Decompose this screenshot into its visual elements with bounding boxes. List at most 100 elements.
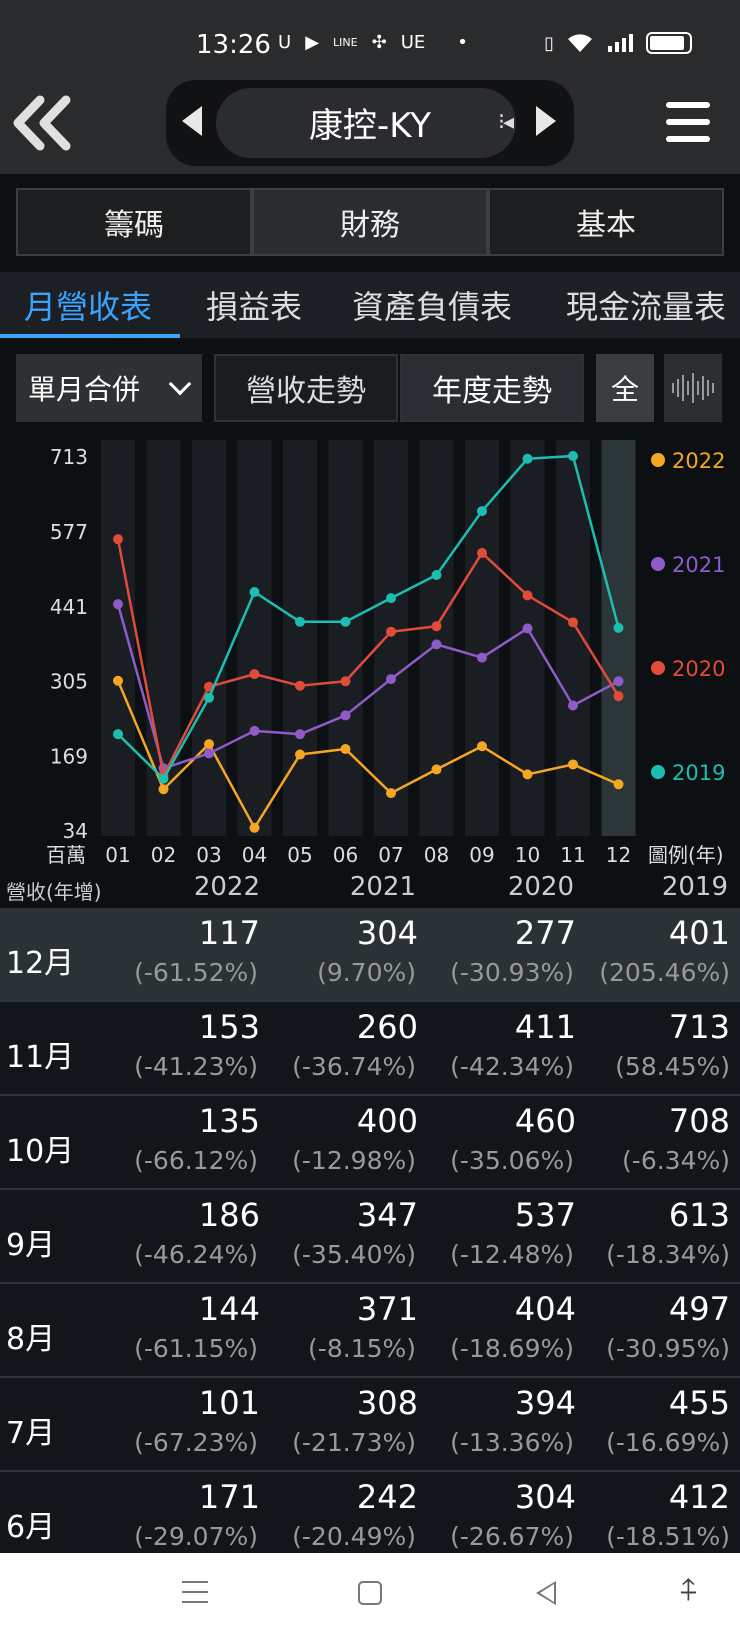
data-point-2021: [522, 623, 533, 634]
cell-yoy: (58.45%): [615, 1052, 730, 1081]
y-tick-label: 713: [50, 445, 88, 469]
data-point-2020: [249, 669, 260, 680]
annual-trend-button[interactable]: 年度走勢: [400, 354, 584, 422]
cell-value: 613: [668, 1196, 730, 1234]
fullscreen-button[interactable]: 全: [596, 354, 654, 422]
cell-yoy: (-61.52%): [134, 958, 258, 987]
y-tick-label: 577: [50, 520, 88, 544]
revenue-trend-button[interactable]: 營收走勢: [214, 354, 398, 422]
table-row[interactable]: 6月 171 (-29.07%) 242 (-20.49%) 304 (-26.…: [0, 1472, 740, 1553]
row-month: 12月: [6, 946, 75, 981]
table-row[interactable]: 9月 186 (-46.24%) 347 (-35.40%) 537 (-12.…: [0, 1190, 740, 1284]
data-point-2022: [431, 764, 442, 775]
prev-stock-icon[interactable]: [182, 106, 202, 136]
y-tick-label: 441: [50, 595, 88, 619]
next-stock-icon[interactable]: [536, 106, 556, 136]
column-band: [374, 440, 408, 836]
table-row[interactable]: 8月 144 (-61.15%) 371 (-8.15%) 404 (-18.6…: [0, 1284, 740, 1378]
back-icon[interactable]: [536, 1581, 556, 1605]
table-row[interactable]: 10月 135 (-66.12%) 400 (-12.98%) 460 (-35…: [0, 1096, 740, 1190]
hamburger-menu-icon[interactable]: [666, 102, 710, 142]
data-point-2019: [340, 616, 351, 627]
switch-icon[interactable]: ⁝◂: [497, 110, 514, 135]
data-point-2021: [386, 674, 396, 685]
x-tick-label: 07: [378, 843, 403, 867]
cell-value: 455: [668, 1384, 730, 1422]
cell-yoy: (-18.51%): [606, 1522, 730, 1551]
data-point-2022: [249, 822, 260, 833]
x-tick-label: 11: [560, 843, 585, 867]
subtab-cash-flow[interactable]: 現金流量表: [566, 288, 727, 326]
data-point-2019: [113, 729, 123, 740]
tab-chips[interactable]: 籌碼: [16, 188, 252, 256]
data-point-2020: [295, 680, 305, 691]
cell-yoy: (-66.12%): [134, 1146, 258, 1175]
cell-yoy: (-36.74%): [292, 1052, 416, 1081]
cell-value: 171: [198, 1478, 260, 1516]
subtab-income-statement[interactable]: 損益表: [206, 288, 303, 326]
data-point-2021: [340, 710, 351, 721]
y-tick-label: 169: [50, 745, 88, 769]
table-row[interactable]: 7月 101 (-67.23%) 308 (-21.73%) 394 (-13.…: [0, 1378, 740, 1472]
col-year-4: 2019: [661, 872, 728, 902]
x-tick-label: 10: [515, 843, 540, 867]
cell-yoy: (-16.69%): [606, 1428, 730, 1457]
data-point-2019: [295, 616, 305, 627]
cell-value: 713: [668, 1008, 730, 1046]
accessibility-icon[interactable]: ⍏: [680, 1573, 698, 1608]
data-point-2020: [340, 676, 351, 687]
cell-yoy: (205.46%): [599, 958, 730, 987]
report-type-dropdown[interactable]: 單月合併: [16, 354, 202, 422]
column-band: [328, 440, 363, 836]
home-icon[interactable]: [358, 1581, 382, 1605]
cell-value: 400: [356, 1102, 418, 1140]
cell-yoy: (-67.23%): [134, 1428, 258, 1457]
x-tick-label: 06: [333, 843, 358, 867]
legend-marker-2020: [651, 661, 665, 675]
y-tick-label: 305: [50, 670, 88, 694]
data-point-2019: [613, 622, 624, 633]
subtab-monthly-revenue[interactable]: 月營收表: [24, 288, 153, 326]
row-month: 7月: [6, 1416, 56, 1451]
data-point-2022: [295, 749, 305, 760]
line-icon: LINE: [333, 36, 358, 49]
waveform-icon[interactable]: [664, 354, 722, 422]
data-point-2019: [386, 593, 396, 604]
series-line-2022: [116, 680, 619, 830]
tab-basic[interactable]: 基本: [488, 188, 724, 256]
data-point-2022: [477, 741, 487, 752]
cell-yoy: (-12.48%): [450, 1240, 574, 1269]
cell-value: 537: [514, 1196, 576, 1234]
tab-finance[interactable]: 財務: [252, 188, 488, 256]
x-tick-label: 12: [606, 843, 631, 867]
legend-label-2019: 2019: [672, 761, 725, 785]
y-tick-label: 34: [63, 819, 88, 843]
cell-value: 308: [356, 1384, 418, 1422]
cell-value: 186: [198, 1196, 260, 1234]
cell-yoy: (-13.36%): [450, 1428, 574, 1457]
legend-marker-2022: [651, 453, 665, 467]
x-tick-label: 09: [469, 843, 494, 867]
subtab-balance-sheet[interactable]: 資產負債表: [352, 288, 513, 326]
data-point-2022: [613, 779, 624, 790]
recent-apps-icon[interactable]: [182, 1581, 208, 1611]
back-double-chevron-icon[interactable]: [10, 90, 76, 156]
battery-icon: [646, 32, 692, 54]
data-point-2020: [522, 590, 533, 601]
data-point-2020: [431, 621, 442, 632]
app-header: 康控-KY ⁝◂: [0, 74, 740, 174]
column-band: [283, 440, 317, 836]
data-point-2020: [568, 617, 578, 628]
youtube-icon: ▶: [305, 32, 320, 53]
finance-subtabs: 月營收表 損益表 資產負債表 現金流量表: [0, 272, 740, 338]
table-row[interactable]: 11月 153 (-41.23%) 260 (-36.74%) 411 (-42…: [0, 1002, 740, 1096]
row-month: 9月: [6, 1228, 56, 1263]
vibrate-icon: ▯: [544, 32, 554, 54]
data-point-2021: [113, 599, 123, 610]
status-time: 13:26: [196, 30, 271, 60]
stock-name-pill[interactable]: [216, 88, 516, 158]
data-point-2022: [113, 675, 123, 686]
col-year-2: 2021: [349, 872, 416, 902]
table-row[interactable]: 12月 117 (-61.52%) 304 (9.70%) 277 (-30.9…: [0, 908, 740, 1002]
table-label: 營收(年增): [6, 880, 102, 904]
